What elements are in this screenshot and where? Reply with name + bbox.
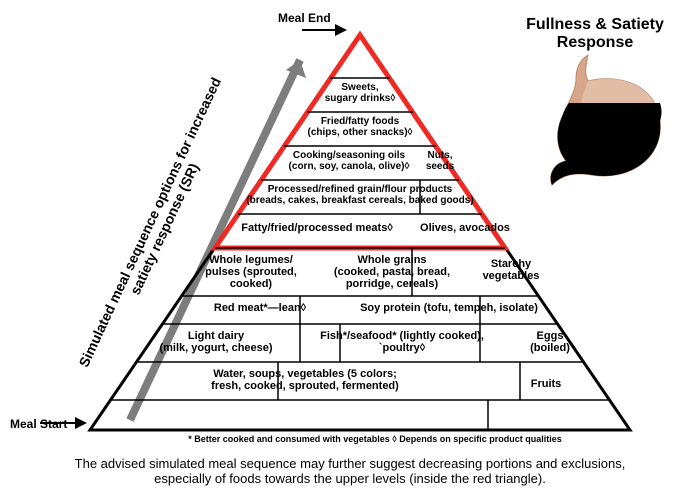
stomach-icon: [551, 55, 662, 185]
meal-end-label: Meal End: [278, 12, 331, 25]
layer-3a: Cooking/seasoning oils (corn, soy, canol…: [276, 150, 422, 172]
layer-2: Fried/fatty foods (chips, other snacks)◊: [300, 116, 420, 138]
layer-5a: Fatty/fried/processed meats◊: [222, 222, 412, 234]
diagram-canvas: Fullness & Satiety Response Meal End Mea…: [0, 0, 696, 500]
caption: The advised simulated meal sequence may …: [60, 456, 640, 486]
layer-3b: Nuts, seeds: [420, 150, 460, 172]
layer-6a: Whole legumes/ pulses (sprouted, cooked): [196, 254, 306, 290]
pyramid-svg: [0, 0, 696, 500]
meal-start-label: Meal Start: [10, 418, 67, 431]
layer-1: Sweets, sugary drinks◊: [320, 82, 400, 104]
title-right: Fullness & Satiety Response: [500, 16, 690, 51]
layer-7b: Soy protein (tofu, tempeh, isolate): [344, 302, 554, 314]
layer-8a: Light dairy (milk, yogurt, cheese): [150, 330, 282, 354]
layer-5b: Olives, avocados: [410, 222, 520, 234]
layer-4: Processed/refined grain/flour products (…: [240, 184, 480, 206]
layer-8c: Eggs (boiled): [520, 330, 580, 354]
layer-8b: Fish*/seafood* (lightly cooked), `poultr…: [288, 330, 516, 354]
layer-6c: Starchy vegetables: [476, 258, 546, 282]
footnote: * Better cooked and consumed with vegeta…: [150, 434, 600, 444]
layer-9b: Fruits: [496, 378, 596, 390]
layer-6b: Whole grains (cooked, pasta, bread, porr…: [312, 254, 472, 290]
layer-9a: Water, soups, vegetables (5 colors; fres…: [130, 368, 480, 392]
layer-7a: Red meat*—lean◊: [182, 302, 338, 314]
